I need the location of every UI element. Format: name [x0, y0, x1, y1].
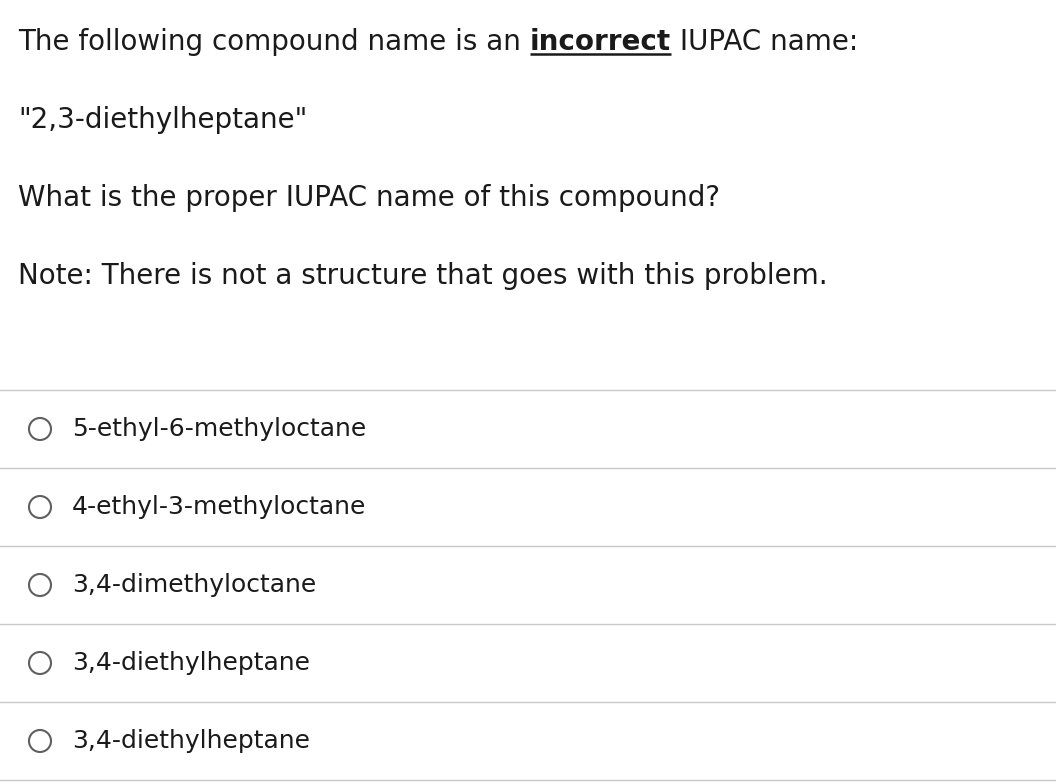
Text: incorrect: incorrect — [530, 28, 671, 56]
Text: IUPAC name:: IUPAC name: — [671, 28, 859, 56]
Text: What is the proper IUPAC name of this compound?: What is the proper IUPAC name of this co… — [18, 184, 720, 212]
Text: "2,3-diethylheptane": "2,3-diethylheptane" — [18, 106, 307, 134]
Text: 4-ethyl-3-methyloctane: 4-ethyl-3-methyloctane — [72, 495, 366, 519]
Text: 5-ethyl-6-methyloctane: 5-ethyl-6-methyloctane — [72, 417, 366, 441]
Text: The following compound name is an: The following compound name is an — [18, 28, 530, 56]
Text: 3,4-dimethyloctane: 3,4-dimethyloctane — [72, 573, 316, 597]
Text: 3,4-diethylheptane: 3,4-diethylheptane — [72, 651, 310, 675]
Text: 3,4-diethylheptane: 3,4-diethylheptane — [72, 729, 310, 753]
Text: Note: There is not a structure that goes with this problem.: Note: There is not a structure that goes… — [18, 262, 828, 290]
